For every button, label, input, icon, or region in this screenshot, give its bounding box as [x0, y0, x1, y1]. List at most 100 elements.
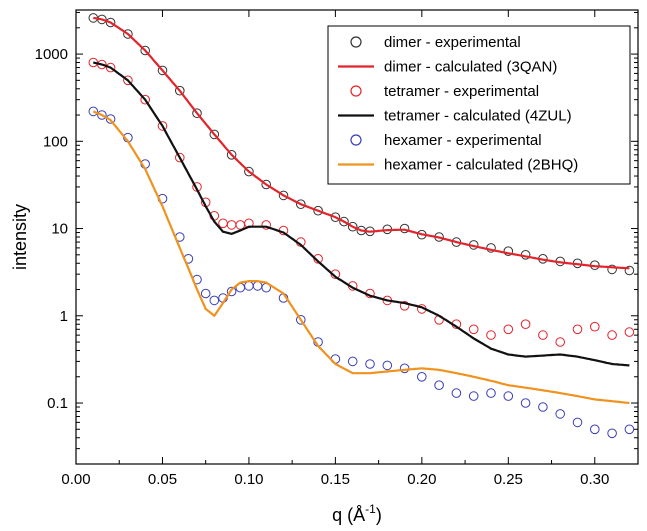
data-point	[347, 356, 358, 367]
data-point	[503, 324, 514, 335]
data-point	[607, 264, 617, 275]
data-point	[105, 62, 116, 73]
data-point	[399, 363, 410, 374]
y-tick-label: 1000	[35, 46, 68, 63]
y-tick-label: 100	[43, 133, 68, 150]
data-point	[607, 330, 617, 340]
data-point	[123, 29, 133, 39]
data-point	[590, 424, 600, 435]
data-point	[209, 129, 220, 140]
data-point	[624, 265, 635, 276]
data-point	[252, 281, 263, 291]
x-axis-title-close: )	[376, 505, 382, 525]
data-point	[157, 121, 168, 131]
legend-label: dimer - calculated (3QAN)	[384, 59, 557, 76]
data-point	[226, 220, 237, 230]
x-axis-title-sup: -1	[365, 502, 376, 516]
legend-label: hexamer - calculated (2BHQ)	[384, 157, 578, 174]
legend-label: hexamer - experimental	[384, 132, 542, 149]
data-point	[235, 220, 246, 230]
data-point	[624, 424, 635, 435]
data-point	[313, 205, 323, 216]
data-point	[97, 110, 107, 120]
data-point	[88, 106, 99, 117]
data-point	[417, 372, 427, 382]
data-point	[261, 179, 272, 190]
data-point	[572, 324, 583, 335]
data-point	[590, 321, 600, 332]
x-tick-label: 0.10	[234, 471, 263, 488]
data-point	[520, 398, 531, 408]
data-point	[555, 337, 566, 347]
data-point	[226, 150, 237, 160]
data-point	[434, 380, 444, 391]
data-point	[105, 17, 116, 28]
data-point	[382, 360, 393, 371]
y-axis-title: intensity	[10, 204, 30, 270]
data-point	[520, 319, 531, 330]
x-tick-label: 0.20	[407, 471, 436, 488]
series-line	[93, 16, 630, 270]
legend-swatch	[350, 85, 362, 97]
data-point	[140, 94, 150, 105]
y-tick-label: 1	[60, 308, 68, 325]
data-point	[123, 75, 133, 86]
x-tick-label: 0.05	[148, 471, 177, 488]
data-point	[607, 428, 617, 439]
x-axis: 0.00 0.05 0.10 0.15 0.20 0.25 0.30	[61, 10, 639, 488]
data-point	[347, 221, 358, 232]
data-point	[538, 330, 548, 340]
data-point	[140, 45, 150, 56]
y-tick-label: 10	[51, 221, 68, 238]
data-point	[296, 315, 306, 325]
data-point	[209, 295, 220, 306]
series-line	[92, 110, 630, 405]
data-point	[538, 402, 548, 412]
data-point	[555, 409, 566, 419]
series-line	[93, 61, 630, 367]
data-point	[399, 223, 410, 234]
data-point	[278, 190, 289, 201]
data-point	[451, 388, 462, 398]
data-point	[261, 220, 272, 230]
x-tick-label: 0.30	[580, 471, 609, 488]
data-point	[365, 359, 375, 369]
data-point	[572, 417, 583, 428]
data-point	[503, 246, 514, 256]
data-point	[105, 114, 116, 124]
data-point	[503, 391, 514, 401]
data-point	[330, 212, 341, 222]
data-point	[486, 330, 496, 340]
data-point	[175, 152, 185, 163]
data-point	[624, 327, 635, 337]
data-point	[339, 216, 349, 227]
x-tick-label: 0.00	[61, 471, 90, 488]
series-layer	[88, 13, 635, 439]
legend: dimer - experimental dimer - calculated (…	[327, 25, 631, 185]
data-point	[192, 108, 202, 118]
data-point	[157, 65, 168, 76]
data-point	[244, 166, 254, 177]
legend-label: dimer - experimental	[384, 34, 521, 51]
x-tick-label: 0.15	[321, 471, 350, 488]
data-point	[200, 288, 211, 299]
legend-swatch	[350, 134, 362, 146]
data-point	[468, 324, 479, 335]
legend-label: tetramer - calculated (4ZUL)	[384, 108, 572, 125]
y-axis: 1000 100 10 1 0.1	[35, 11, 638, 465]
y-tick-label: 0.1	[47, 395, 68, 412]
legend-label: tetramer - experimental	[384, 83, 539, 100]
data-point	[218, 218, 228, 229]
data-point	[244, 281, 254, 291]
legend-swatch	[350, 36, 362, 48]
x-axis-title: q (Å-1)	[332, 502, 382, 525]
series-5	[92, 110, 630, 405]
data-point	[175, 85, 185, 96]
data-point	[468, 391, 479, 401]
data-point	[296, 199, 306, 209]
series-2	[88, 57, 635, 347]
series-3	[93, 61, 630, 367]
data-point	[399, 301, 410, 311]
series-1	[93, 16, 630, 270]
